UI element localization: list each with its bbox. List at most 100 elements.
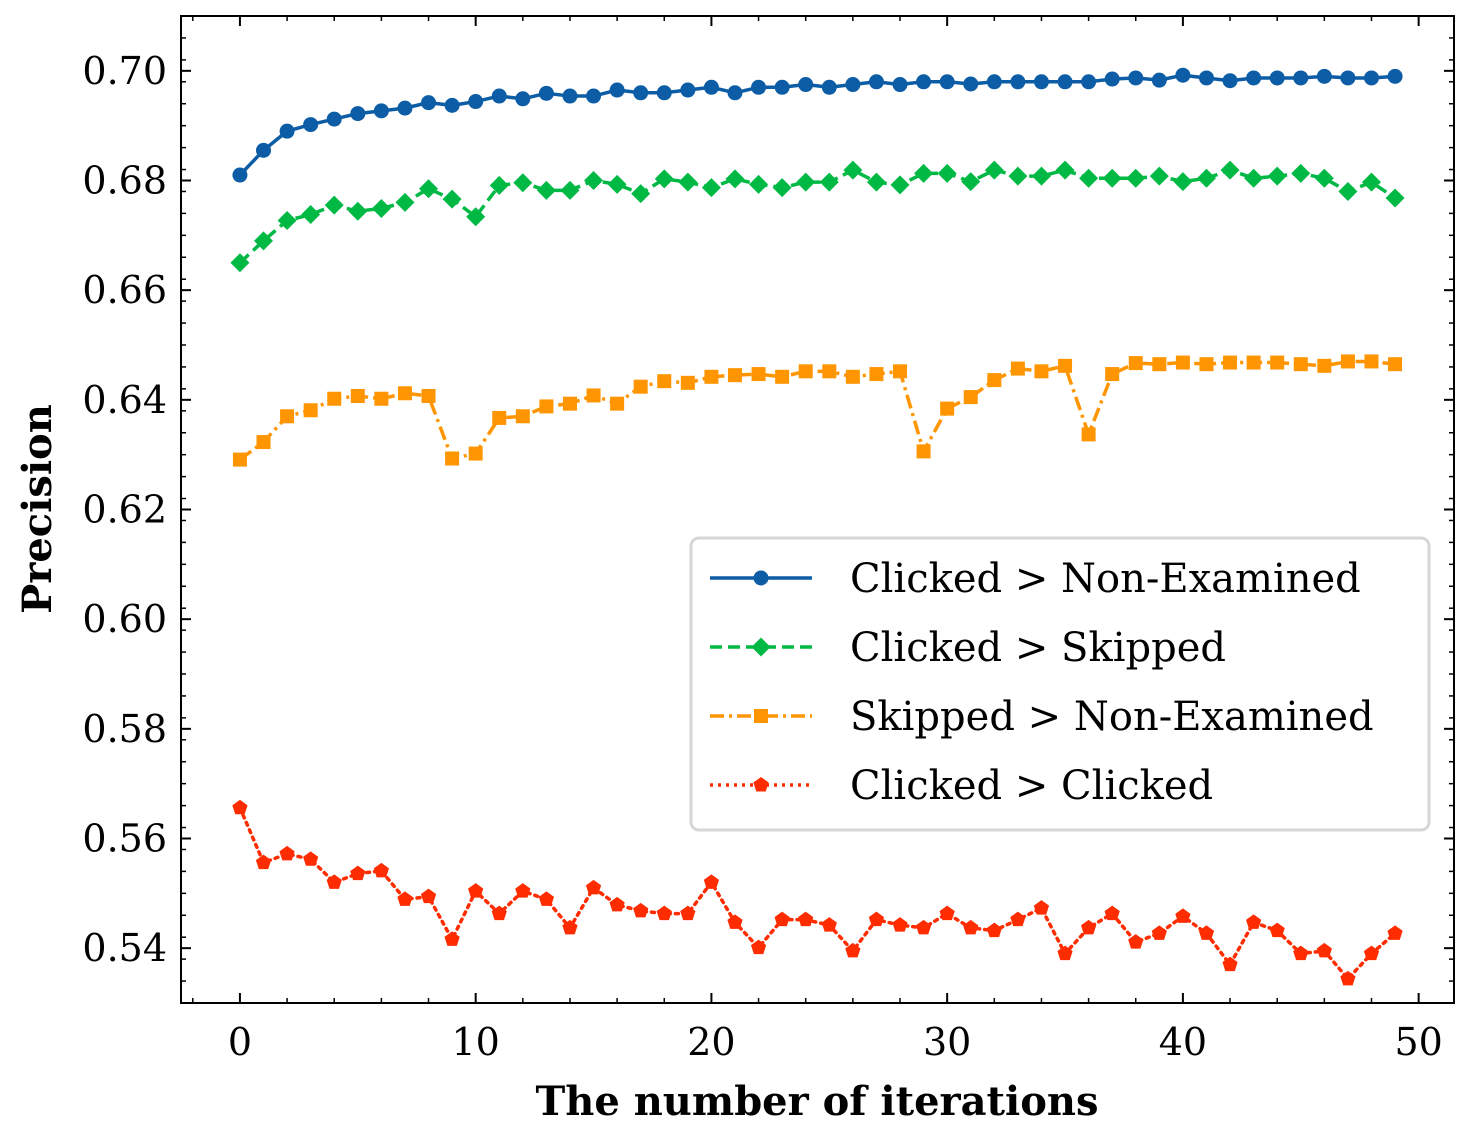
- data-point: [678, 172, 698, 192]
- legend-label: Clicked > Skipped: [850, 625, 1226, 671]
- data-point: [327, 391, 342, 406]
- tick-layer: 0 10 20 30 40 50 0.54 0.56 0.58 0.60 0.62 0.64 0.66 0…: [82, 15, 1454, 1064]
- data-point: [585, 879, 602, 895]
- data-point: [444, 931, 460, 946]
- data-point: [279, 845, 295, 861]
- data-point: [256, 435, 271, 450]
- data-point: [303, 851, 319, 866]
- data-point: [610, 396, 625, 411]
- data-point: [656, 905, 672, 921]
- y-tick-label: 0.66: [82, 268, 167, 312]
- data-point: [1079, 168, 1099, 188]
- data-point: [1361, 172, 1381, 192]
- data-point: [1057, 74, 1073, 90]
- data-point: [1364, 354, 1379, 369]
- data-point: [280, 409, 295, 424]
- data-point: [1105, 367, 1120, 382]
- data-point: [727, 85, 743, 101]
- data-point: [513, 173, 533, 193]
- data-point: [538, 85, 554, 101]
- series-2: [230, 160, 1405, 273]
- data-point: [798, 77, 814, 93]
- data-point: [1244, 168, 1264, 188]
- data-point: [303, 403, 318, 418]
- data-point: [468, 446, 483, 461]
- data-point: [584, 171, 604, 190]
- data-point: [491, 88, 507, 104]
- data-point: [1055, 160, 1075, 180]
- y-tick-label: 0.64: [82, 378, 167, 422]
- data-point: [1008, 166, 1028, 186]
- data-point: [1269, 922, 1285, 938]
- x-tick-label: 50: [1394, 1020, 1442, 1064]
- data-point: [1363, 70, 1379, 86]
- data-point: [963, 390, 978, 405]
- data-point: [916, 74, 932, 90]
- data-point: [1081, 427, 1096, 442]
- data-point: [1126, 168, 1146, 188]
- data-point: [1363, 945, 1380, 961]
- data-point: [1199, 357, 1214, 372]
- data-point: [750, 939, 767, 955]
- data-point: [680, 905, 696, 921]
- data-point: [348, 201, 368, 221]
- data-point: [515, 883, 531, 898]
- data-point: [937, 163, 957, 183]
- data-point: [1246, 70, 1262, 86]
- data-point: [845, 77, 861, 93]
- data-point: [326, 874, 342, 889]
- data-point: [963, 76, 979, 92]
- data-point: [893, 364, 908, 379]
- data-point: [373, 862, 389, 878]
- data-point: [868, 911, 885, 927]
- data-point: [1316, 68, 1332, 84]
- data-point: [986, 74, 1002, 90]
- data-point: [420, 888, 437, 904]
- data-point: [586, 388, 601, 403]
- data-point: [1128, 70, 1144, 86]
- data-point: [373, 103, 389, 119]
- data-point: [468, 94, 484, 110]
- data-point: [963, 919, 979, 935]
- data-point: [489, 175, 509, 195]
- data-point: [1104, 905, 1120, 921]
- legend-item-3: Skipped > Non-Examined: [710, 694, 1374, 740]
- data-point: [866, 172, 886, 192]
- data-point: [1057, 945, 1073, 961]
- data-point: [374, 391, 389, 406]
- legend: Clicked > Non-Examined Clicked > Skipped S…: [689, 536, 1431, 832]
- data-point: [821, 79, 837, 95]
- data-point: [397, 100, 413, 116]
- data-point: [772, 178, 792, 198]
- data-point: [303, 117, 319, 133]
- data-point: [491, 905, 507, 921]
- data-point: [984, 160, 1004, 180]
- data-point: [1102, 168, 1122, 188]
- data-point: [421, 388, 436, 403]
- data-point: [845, 942, 861, 958]
- data-point: [843, 160, 863, 180]
- data-point: [703, 874, 720, 889]
- y-tick-label: 0.60: [82, 597, 167, 641]
- data-point: [232, 799, 248, 815]
- data-point: [1387, 68, 1403, 84]
- legend-items: Clicked > Non-Examined Clicked > Skipped S…: [710, 556, 1374, 809]
- data-point: [1104, 71, 1120, 87]
- data-point: [254, 231, 274, 251]
- data-point: [1196, 168, 1216, 188]
- data-point: [232, 167, 248, 183]
- data-point: [1340, 970, 1356, 986]
- legend-marker: [753, 777, 769, 792]
- data-point: [468, 883, 484, 898]
- data-point: [397, 386, 412, 401]
- data-point: [633, 85, 649, 101]
- data-point: [277, 211, 297, 231]
- legend-marker: [753, 570, 769, 586]
- data-point: [914, 163, 934, 183]
- data-point: [1340, 70, 1356, 86]
- y-tick-label: 0.70: [82, 49, 167, 93]
- data-point: [1128, 356, 1143, 371]
- legend-box: [689, 536, 1431, 832]
- data-point: [774, 911, 790, 927]
- data-point: [1010, 74, 1026, 90]
